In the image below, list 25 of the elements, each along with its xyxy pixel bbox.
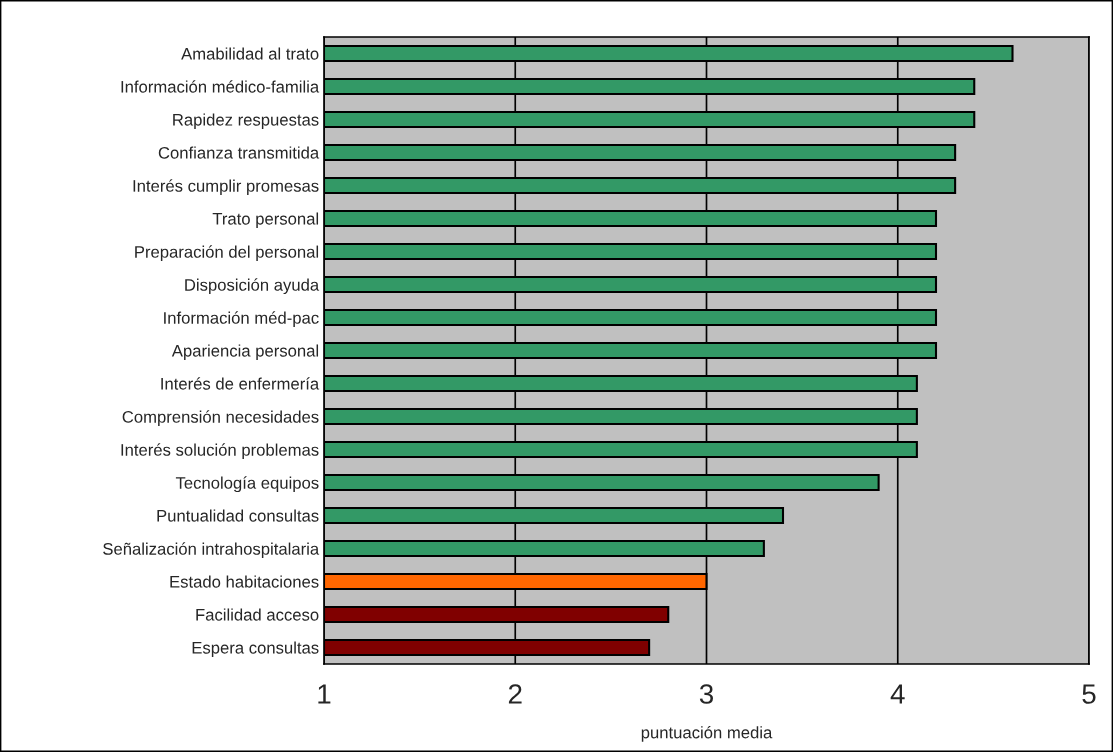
x-axis-title: puntuación media xyxy=(641,726,773,742)
y-tick-label: Disposición ayuda xyxy=(185,278,320,295)
x-tick-label: 1 xyxy=(318,684,331,704)
y-tick-label: Estado habitaciones xyxy=(170,575,319,588)
x-tick-label: 2 xyxy=(508,684,522,704)
y-tick-label: Facilidad acceso xyxy=(196,608,319,621)
y-tick-label: Rapidez respuestas xyxy=(173,113,319,129)
y-tick-label: Interés solución problemas xyxy=(121,443,319,460)
y-tick-label: Interés de enfermería xyxy=(161,377,320,390)
y-tick-label: Amabilidad al trato xyxy=(181,47,319,60)
y-tick-label: Tecnología equipos xyxy=(175,476,319,493)
x-tick-label: 4 xyxy=(890,684,905,704)
x-tick-label: 5 xyxy=(1082,684,1096,704)
y-tick-label: Información méd-pac xyxy=(164,311,319,328)
y-tick-label: Preparación del personal xyxy=(135,245,319,262)
y-tick-label: Puntualidad consultas xyxy=(157,509,319,522)
y-tick-label: Interés cumplir promesas xyxy=(133,179,319,196)
y-tick-label: Apariencia personal xyxy=(171,344,319,360)
x-tick-label: 3 xyxy=(699,684,713,704)
y-tick-label: Comprensión necesidades xyxy=(122,410,319,427)
y-tick-label: Espera consultas xyxy=(192,641,319,657)
y-tick-label: Señalización intrahospitalaria xyxy=(103,542,320,559)
y-tick-label: Información médico-familia xyxy=(121,80,320,93)
y-tick-label: Confianza transmitida xyxy=(158,146,320,159)
y-tick-label: Trato personal xyxy=(212,212,319,228)
